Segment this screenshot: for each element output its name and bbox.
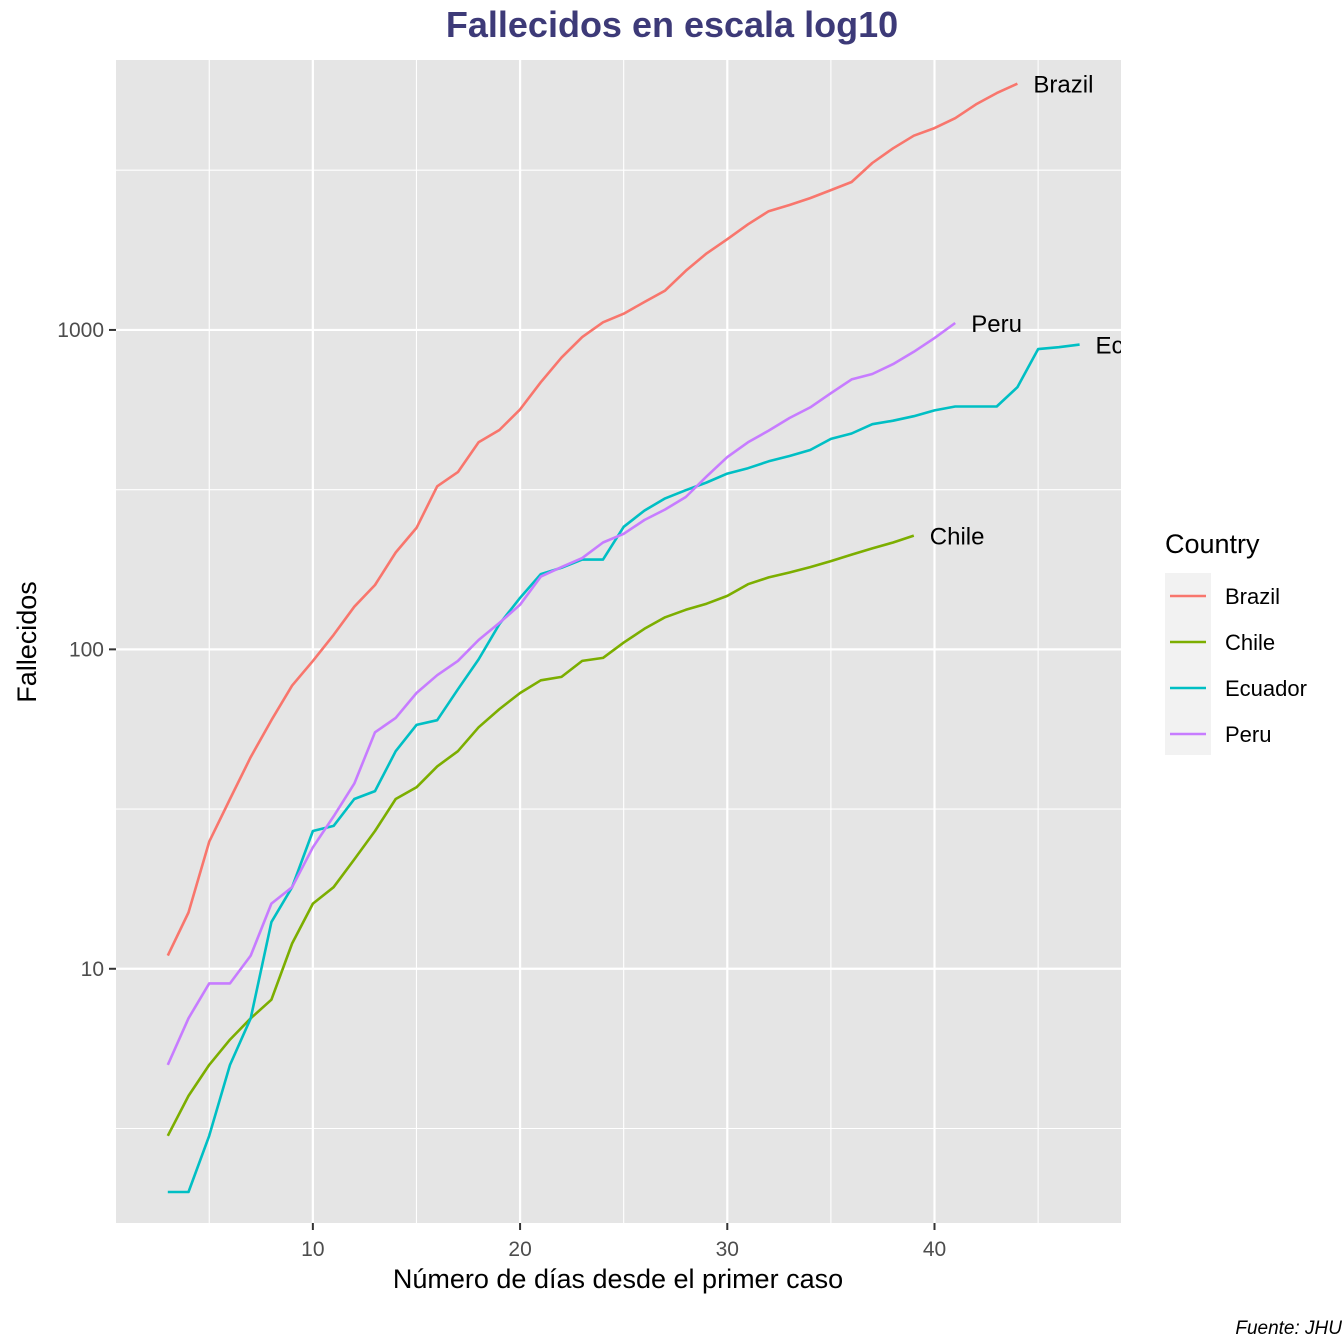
y-tick-label: 1000 [57,319,104,342]
legend-label-chile: Chile [1225,630,1275,655]
end-label-peru: Peru [971,311,1022,338]
chart-title: Fallecidos en escala log10 [446,4,898,45]
series-line-ecuador [167,343,1080,1194]
y-axis: 10 100 1000 [57,319,116,981]
caption: Fuente: JHU [1235,1318,1342,1339]
legend-label-brazil: Brazil [1225,584,1280,609]
x-tick-label: 40 [923,1238,946,1261]
legend-label-ecuador: Ecuador [1225,676,1307,701]
end-label-brazil: Brazil [1033,72,1093,99]
end-labels: Brazil Chile Ec Peru [930,72,1124,551]
series-line-brazil [166,82,1018,957]
series-line-chile [166,534,915,1137]
y-axis-title: Fallecidos [12,581,42,703]
legend-items: Brazil Chile Ecuador Peru [1170,584,1307,747]
end-label-ecuador: Ec [1096,333,1124,360]
x-tick-label: 20 [508,1238,531,1261]
y-tick-label: 100 [69,638,104,661]
end-label-chile: Chile [930,524,985,551]
legend-title: Country [1165,529,1260,559]
grid-minor [116,60,1121,1223]
x-tick-label: 30 [716,1238,739,1261]
x-axis-title: Número de días desde el primer caso [393,1264,843,1294]
y-tick-label: 10 [81,958,104,981]
legend-key-background [1165,573,1211,755]
series-line-peru [166,321,956,1066]
x-tick-label: 10 [301,1238,324,1261]
legend-label-peru: Peru [1225,722,1271,747]
plot-panel [116,60,1121,1223]
x-axis: 10 20 30 40 [301,1223,946,1261]
legend: Country Brazil Chile Ecuador Peru [1165,529,1307,755]
series-lines [166,82,1080,1194]
